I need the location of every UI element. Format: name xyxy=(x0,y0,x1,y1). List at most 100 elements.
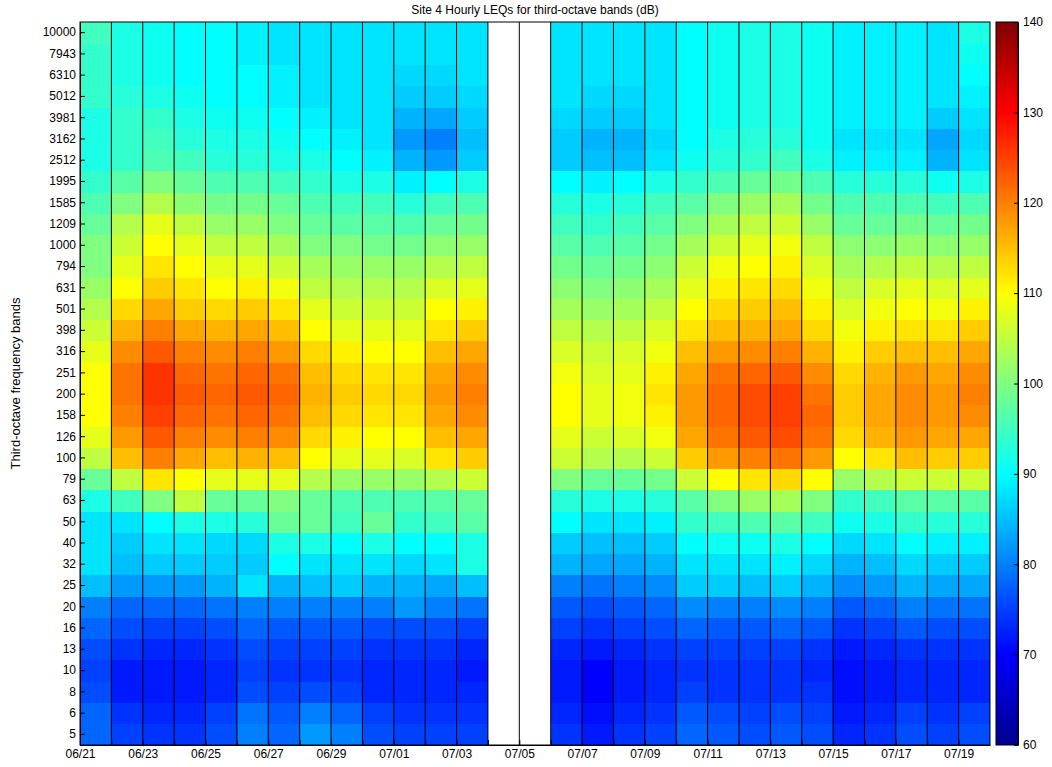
heatmap-cell xyxy=(959,490,990,512)
grid-line xyxy=(707,22,708,745)
colorbar-tick-label: 70 xyxy=(1023,648,1037,662)
heatmap-cell xyxy=(237,43,269,65)
heatmap-cell xyxy=(770,277,802,299)
x-tick xyxy=(551,740,552,745)
heatmap-cell xyxy=(143,320,175,342)
heatmap-cell xyxy=(331,490,363,512)
heatmap-cell xyxy=(111,617,143,639)
heatmap-cell xyxy=(80,43,112,65)
heatmap-cell xyxy=(927,511,959,533)
heatmap-cell xyxy=(362,128,394,150)
x-tick-label: 06/27 xyxy=(254,747,284,761)
y-tick: 8 xyxy=(69,685,85,699)
heatmap-cell xyxy=(864,639,896,661)
heatmap-cell xyxy=(833,150,865,172)
heatmap-cell xyxy=(394,617,426,639)
heatmap-cell xyxy=(237,107,269,129)
heatmap-cell xyxy=(457,86,489,108)
heatmap-cell xyxy=(708,702,740,724)
y-tick-mark xyxy=(80,96,85,97)
heatmap-cell xyxy=(676,150,708,172)
grid-line xyxy=(927,22,928,745)
y-tick: 501 xyxy=(56,302,85,316)
heatmap-cell xyxy=(770,426,802,448)
heatmap-cell xyxy=(174,681,206,703)
heatmap-cell xyxy=(676,617,708,639)
y-tick-mark xyxy=(80,734,85,735)
x-tick-mark xyxy=(833,740,834,745)
heatmap-cell xyxy=(206,511,238,533)
heatmap-cell xyxy=(927,171,959,193)
heatmap-cell xyxy=(582,469,614,491)
y-tick-mark xyxy=(80,224,85,225)
x-tick-label: 06/21 xyxy=(65,747,95,761)
x-tick-mark xyxy=(331,740,332,745)
x-tick: 07/09 xyxy=(630,740,660,761)
heatmap-cell xyxy=(300,617,332,639)
y-axis-title: Third-octave frequency bands xyxy=(8,297,23,469)
heatmap-cell xyxy=(582,320,614,342)
heatmap-cell xyxy=(425,128,457,150)
heatmap-cell xyxy=(362,107,394,129)
heatmap-cell xyxy=(457,65,489,87)
heatmap-cell xyxy=(770,362,802,384)
heatmap-cell xyxy=(676,426,708,448)
heatmap-cell xyxy=(111,235,143,257)
plot-frame xyxy=(80,22,990,745)
heatmap-cell xyxy=(676,171,708,193)
heatmap-cell xyxy=(896,298,928,320)
heatmap-cell xyxy=(959,277,990,299)
colorbar-tick: 60 xyxy=(1014,738,1037,752)
heatmap-cell xyxy=(111,511,143,533)
heatmap-cell xyxy=(645,596,677,618)
x-tick-mark xyxy=(959,740,960,745)
y-tick-label: 3981 xyxy=(49,111,76,125)
heatmap-cell xyxy=(739,469,771,491)
heatmap-cell xyxy=(237,447,269,469)
heatmap-cell xyxy=(457,639,489,661)
heatmap-cell xyxy=(331,128,363,150)
heatmap-cell xyxy=(394,426,426,448)
heatmap-cell xyxy=(80,724,112,745)
heatmap-cell xyxy=(457,107,489,129)
heatmap-cell xyxy=(613,532,645,554)
heatmap-cell xyxy=(362,213,394,235)
x-tick-mark xyxy=(927,740,928,745)
heatmap-cell xyxy=(80,405,112,427)
y-tick: 10 xyxy=(63,663,85,677)
heatmap-cell xyxy=(143,150,175,172)
heatmap-cell xyxy=(927,150,959,172)
heatmap-cell xyxy=(864,511,896,533)
heatmap-cell xyxy=(551,298,583,320)
heatmap-cell xyxy=(362,554,394,576)
heatmap-cell xyxy=(833,702,865,724)
heatmap-cell xyxy=(708,235,740,257)
heatmap-cell xyxy=(206,702,238,724)
heatmap-cell xyxy=(237,575,269,597)
heatmap-cell xyxy=(111,256,143,278)
heatmap-cell xyxy=(362,532,394,554)
heatmap-cell xyxy=(331,43,363,65)
heatmap-cell xyxy=(896,213,928,235)
x-tick xyxy=(111,740,112,745)
heatmap-cell xyxy=(676,660,708,682)
heatmap-cell xyxy=(551,639,583,661)
heatmap-cell xyxy=(645,298,677,320)
heatmap-cell xyxy=(268,128,300,150)
heatmap-cell xyxy=(645,107,677,129)
heatmap-cell xyxy=(927,660,959,682)
y-tick: 1995 xyxy=(49,174,85,188)
heatmap-cell xyxy=(551,341,583,363)
heatmap-cell xyxy=(613,65,645,87)
heatmap-cell xyxy=(268,43,300,65)
heatmap-cell xyxy=(143,426,175,448)
heatmap-cell xyxy=(959,702,990,724)
y-tick-mark xyxy=(80,479,85,480)
heatmap-cell xyxy=(206,596,238,618)
heatmap-cell xyxy=(645,150,677,172)
heatmap-cell xyxy=(959,213,990,235)
heatmap-cell xyxy=(331,532,363,554)
y-tick: 63 xyxy=(63,493,85,507)
heatmap-cell xyxy=(300,660,332,682)
y-tick-mark xyxy=(80,457,85,458)
